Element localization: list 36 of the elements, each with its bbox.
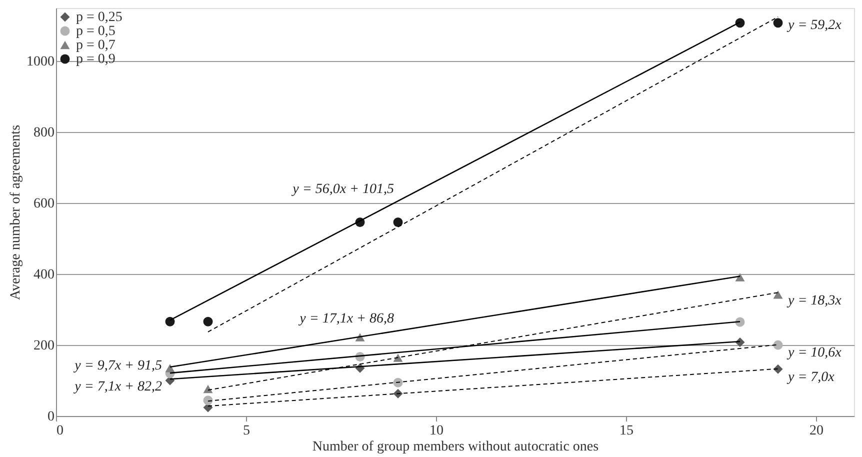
y-tick-label: 400 bbox=[34, 268, 54, 283]
point bbox=[773, 290, 783, 299]
y-tick-label: 0 bbox=[48, 410, 54, 424]
point bbox=[393, 388, 403, 398]
annotation: y = 9,7x + 91,5 bbox=[72, 358, 162, 374]
x-axis-title: Number of group members without autocratic ones bbox=[312, 440, 599, 454]
annotation: y = 7,0x bbox=[786, 370, 836, 385]
point bbox=[393, 378, 403, 388]
legend-label: p = 0,7 bbox=[76, 38, 116, 53]
point bbox=[393, 218, 403, 228]
point bbox=[165, 316, 175, 326]
point bbox=[773, 18, 783, 28]
y-tick-label: 200 bbox=[34, 338, 54, 354]
annotation: y = 56,0x + 101,5 bbox=[290, 182, 394, 197]
annotation: y = 17,1x + 86,8 bbox=[298, 311, 394, 326]
point bbox=[203, 396, 213, 406]
legend-label: p = 0,25 bbox=[76, 10, 122, 25]
y-axis-title: Average number of agreements bbox=[8, 124, 24, 300]
annotation: y = 10,6x bbox=[786, 346, 842, 361]
point bbox=[203, 316, 213, 326]
point bbox=[393, 354, 403, 362]
point bbox=[735, 273, 745, 282]
y-tick-label: 600 bbox=[34, 196, 54, 212]
point bbox=[773, 340, 783, 350]
x-tick-label: 15 bbox=[620, 424, 634, 438]
legend-label: p = 0,5 bbox=[76, 24, 116, 39]
y-tick-label: 800 bbox=[34, 126, 54, 141]
point bbox=[773, 364, 783, 374]
x-tick-label: 5 bbox=[243, 424, 250, 438]
annotation: y = 7,1x + 82,2 bbox=[72, 380, 162, 395]
x-tick-label: 10 bbox=[430, 424, 444, 438]
y-tick-label: 1000 bbox=[26, 54, 54, 70]
annotation: y = 18,3x bbox=[786, 294, 842, 309]
legend-label: p = 0,9 bbox=[76, 52, 116, 67]
annotation: y = 59,2x bbox=[786, 18, 842, 33]
x-tick-label: 20 bbox=[810, 424, 824, 438]
